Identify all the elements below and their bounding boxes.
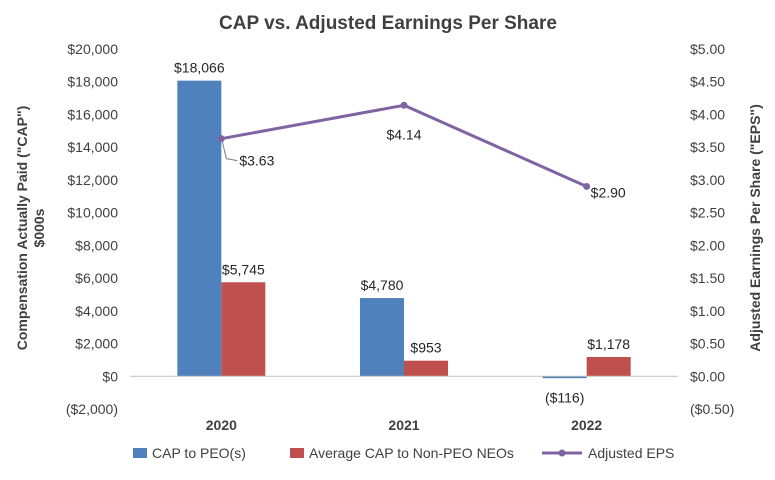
category-labels: 2020 2021 2022 xyxy=(206,417,603,433)
category-label: 2021 xyxy=(388,417,419,433)
category-label: 2020 xyxy=(206,417,237,433)
legend: CAP to PEO(s) Average CAP to Non-PEO NEOs… xyxy=(133,445,674,461)
left-tick-label: $0 xyxy=(102,368,118,384)
left-tick-label: $12,000 xyxy=(67,172,118,188)
cap-non-peo-bar-2020 xyxy=(221,282,266,377)
eps-data-label: $2.90 xyxy=(591,184,626,200)
left-tick-label: $2,000 xyxy=(75,336,118,352)
left-axis-ticks: ($2,000) $0 $2,000 $4,000 $6,000 $8,000 $10,00… xyxy=(66,41,118,417)
left-tick-label: $20,000 xyxy=(67,41,118,57)
left-tick-label: $18,000 xyxy=(67,74,118,90)
cap-non-peo-bar-2021 xyxy=(404,360,448,377)
left-tick-label: $16,000 xyxy=(67,106,118,122)
data-labels: $18,066 $4,780 ($116) $5,745 $953 $1,178 $3.63… xyxy=(174,60,630,406)
legend-line-marker xyxy=(558,449,566,457)
right-tick-label: $2.50 xyxy=(690,205,725,221)
cap-peo-bar-2021 xyxy=(360,298,404,377)
bar-data-label: ($116) xyxy=(545,389,584,405)
cap-peo-bar-2020 xyxy=(177,80,222,377)
legend-swatch xyxy=(290,448,304,458)
left-tick-label: $8,000 xyxy=(75,237,118,253)
left-axis-label: Compensation Actually Paid ("CAP") xyxy=(14,106,30,351)
right-axis-ticks: ($0.50) $0.00 $0.50 $1.00 $1.50 $2.00 $2.50 $3.… xyxy=(690,41,734,417)
left-tick-label: $4,000 xyxy=(75,303,118,319)
bar-data-label: $5,745 xyxy=(222,261,265,277)
cap-non-peo-bar-2022 xyxy=(586,356,631,377)
left-tick-label: $6,000 xyxy=(75,270,118,286)
left-tick-label: ($2,000) xyxy=(66,401,118,417)
left-axis-label-units: $000s xyxy=(31,208,47,247)
right-tick-label: $1.00 xyxy=(690,303,725,319)
right-tick-label: $3.00 xyxy=(690,172,725,188)
eps-line-path xyxy=(221,103,588,188)
eps-data-label: $3.63 xyxy=(239,153,274,169)
left-tick-label: $10,000 xyxy=(67,205,118,221)
eps-point-2021 xyxy=(400,101,408,109)
legend-label: CAP to PEO(s) xyxy=(152,445,246,461)
bar-data-label: $953 xyxy=(410,340,441,356)
right-tick-label: ($0.50) xyxy=(690,401,734,417)
right-tick-label: $4.00 xyxy=(690,106,725,122)
eps-line-series xyxy=(217,101,591,190)
eps-point-2020 xyxy=(217,135,225,143)
right-tick-label: $3.50 xyxy=(690,139,725,155)
right-tick-label: $0.50 xyxy=(690,336,725,352)
right-tick-label: $1.50 xyxy=(690,270,725,286)
bar-data-label: $4,780 xyxy=(361,277,404,293)
right-tick-label: $0.00 xyxy=(690,368,725,384)
left-tick-label: $14,000 xyxy=(67,139,118,155)
eps-data-label: $4.14 xyxy=(386,126,421,142)
eps-point-2022 xyxy=(583,182,591,190)
bar-data-label: $1,178 xyxy=(587,336,630,352)
right-tick-label: $5.00 xyxy=(690,41,725,57)
bar-series xyxy=(177,80,631,379)
right-tick-label: $2.00 xyxy=(690,237,725,253)
cap-peo-bar-2022 xyxy=(542,376,587,379)
eps-label-leader xyxy=(221,141,238,162)
legend-label: Average CAP to Non-PEO NEOs xyxy=(309,445,514,461)
right-tick-label: $4.50 xyxy=(690,74,725,90)
category-label: 2022 xyxy=(571,417,602,433)
chart-title: CAP vs. Adjusted Earnings Per Share xyxy=(219,13,557,34)
legend-label: Adjusted EPS xyxy=(588,445,674,461)
legend-swatch xyxy=(133,448,147,458)
bar-data-label: $18,066 xyxy=(174,60,225,76)
right-axis-label: Adjusted Earnings Per Share ("EPS") xyxy=(747,104,763,351)
